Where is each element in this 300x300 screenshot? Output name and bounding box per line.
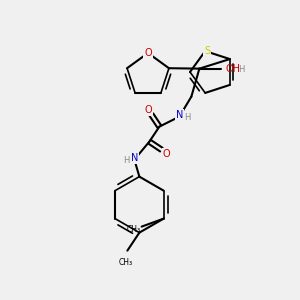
Text: H: H	[184, 113, 190, 122]
Text: S: S	[204, 46, 210, 56]
Text: O: O	[163, 148, 170, 159]
Text: OH: OH	[225, 64, 240, 74]
Text: N: N	[176, 110, 183, 120]
Text: O: O	[145, 105, 152, 115]
Text: N: N	[131, 153, 138, 163]
Text: O: O	[144, 48, 152, 58]
Text: CH₃: CH₃	[127, 225, 141, 234]
Text: H: H	[123, 156, 130, 165]
Text: H: H	[238, 65, 245, 74]
Text: CH₃: CH₃	[118, 258, 132, 267]
